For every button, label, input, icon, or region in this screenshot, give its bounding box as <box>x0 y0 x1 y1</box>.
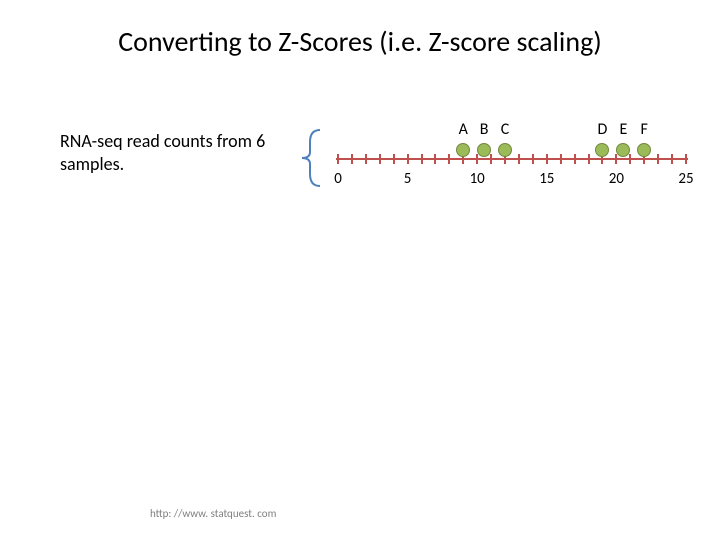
axis-tick <box>588 154 590 164</box>
page-title: Converting to Z-Scores (i.e. Z-score sca… <box>0 24 720 59</box>
data-point <box>456 143 470 157</box>
number-line-chart: 0 5 10 15 20 25 ABC DEF <box>336 120 690 200</box>
axis-tick <box>532 154 534 164</box>
point-label: A <box>459 120 468 139</box>
data-point <box>498 143 512 157</box>
bracket-icon <box>298 128 322 188</box>
axis-tick <box>490 154 492 164</box>
axis-tick <box>685 154 687 164</box>
axis-tick <box>476 154 478 164</box>
axis-tick-label: 15 <box>539 170 554 188</box>
axis-tick <box>615 154 617 164</box>
data-point <box>637 143 651 157</box>
axis-line <box>336 158 688 160</box>
data-point <box>477 143 491 157</box>
data-point <box>595 143 609 157</box>
point-label: D <box>598 120 608 139</box>
axis-tick <box>518 154 520 164</box>
axis-tick <box>421 154 423 164</box>
description-text: RNA-seq read counts from 6 samples. <box>60 130 280 175</box>
axis-tick <box>546 154 548 164</box>
axis-tick <box>657 154 659 164</box>
axis-tick-label: 20 <box>609 170 624 188</box>
axis-tick <box>365 154 367 164</box>
axis-tick <box>379 154 381 164</box>
axis-tick <box>574 154 576 164</box>
axis-tick <box>629 154 631 164</box>
axis-tick <box>393 154 395 164</box>
data-point <box>616 143 630 157</box>
point-label: B <box>480 120 489 139</box>
axis-tick-label: 5 <box>404 170 412 188</box>
point-label: C <box>501 120 510 139</box>
footer-url: http: //www. statquest. com <box>150 507 276 520</box>
axis-tick <box>434 154 436 164</box>
point-label: F <box>641 120 648 139</box>
point-label: E <box>619 120 627 139</box>
axis-tick <box>337 154 339 164</box>
axis-tick <box>351 154 353 164</box>
axis-tick-label: 10 <box>470 170 485 188</box>
axis-tick-label: 25 <box>678 170 693 188</box>
axis-tick <box>448 154 450 164</box>
axis-tick <box>671 154 673 164</box>
axis-tick <box>407 154 409 164</box>
axis-tick-label: 0 <box>334 170 342 188</box>
axis-tick <box>560 154 562 164</box>
